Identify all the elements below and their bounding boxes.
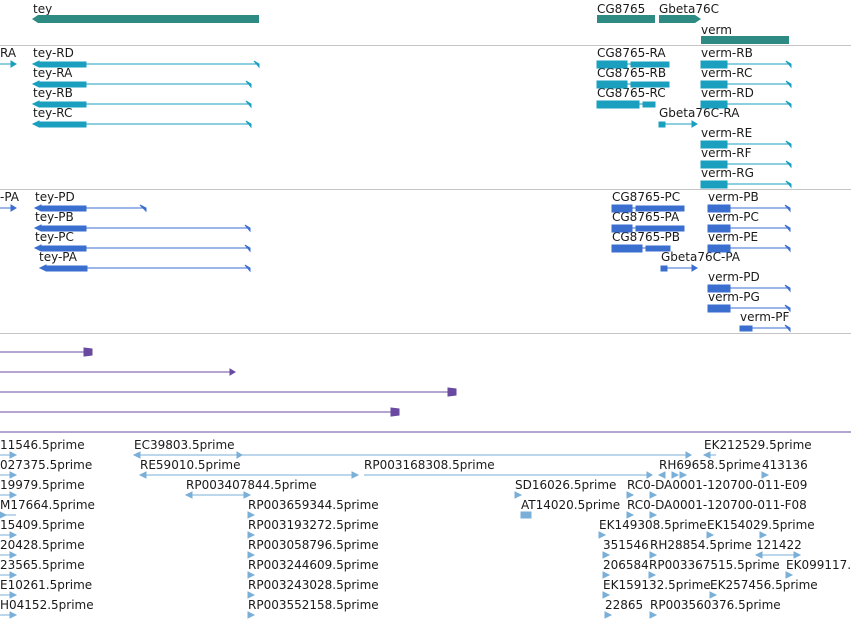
track-separator <box>0 189 851 190</box>
track-separator <box>0 45 851 46</box>
alignment-glyphs <box>0 347 851 433</box>
transcript-glyphs <box>0 60 792 189</box>
protein-label[interactable]: CG8765-PC <box>612 190 681 204</box>
gene-bar[interactable] <box>32 15 259 23</box>
est-label[interactable]: RP003168308.5prime <box>364 458 495 472</box>
transcript-track: RA tey-RD tey-RA tey-RB tey-RC CG8765-RA… <box>0 46 851 189</box>
alignment-feature[interactable] <box>390 407 400 417</box>
transcript-label[interactable]: Gbeta76C-RA <box>659 106 740 120</box>
transcript-label[interactable]: verm-RE <box>701 126 753 140</box>
transcript-label[interactable]: tey-RC <box>33 106 73 120</box>
est-label[interactable]: RH69658.5prime <box>659 458 761 472</box>
est-label[interactable]: RP003407844.5prime <box>186 478 317 492</box>
est-label[interactable]: 23565.5prime <box>0 558 85 572</box>
transcript-label[interactable]: RA <box>0 46 17 60</box>
protein-label[interactable]: tey-PC <box>35 230 74 244</box>
transcript-label[interactable]: CG8765-RA <box>597 46 666 60</box>
est-label[interactable]: EK149308.5prime <box>599 518 707 532</box>
gene-label[interactable]: tey <box>33 2 53 16</box>
protein-track: -PA tey-PD tey-PB tey-PC tey-PA CG8765-P… <box>0 190 851 333</box>
est-label[interactable]: RC0-DA0001-120700-011-E09 <box>627 478 808 492</box>
est-label[interactable]: 121422 <box>756 538 802 552</box>
transcript-label[interactable]: CG8765-RC <box>597 86 666 100</box>
est-label[interactable]: 11546.5prime <box>0 438 85 452</box>
transcript-label[interactable]: verm-RF <box>701 146 752 160</box>
gene-bar[interactable] <box>659 15 701 23</box>
est-label[interactable]: H04152.5prime <box>0 598 94 612</box>
est-label[interactable]: 027375.5prime <box>0 458 93 472</box>
est-label[interactable]: RE59010.5prime <box>140 458 241 472</box>
est-label[interactable]: RP003552158.5prime <box>248 598 379 612</box>
est-label[interactable]: RP003367515.5prime <box>649 558 780 572</box>
alignment-track <box>0 334 851 434</box>
est-label[interactable]: RP003058796.5prime <box>248 538 379 552</box>
transcript-label[interactable]: CG8765-RB <box>597 66 667 80</box>
transcript-label[interactable]: tey-RB <box>33 86 73 100</box>
protein-label[interactable]: verm-PD <box>708 270 760 284</box>
est-label[interactable]: EK154029.5prime <box>707 518 815 532</box>
est-label[interactable]: 413136 <box>762 458 808 472</box>
track-separator <box>0 333 851 334</box>
est-label[interactable]: EC39803.5prime <box>134 438 235 452</box>
transcript-label[interactable]: verm-RC <box>701 66 753 80</box>
protein-label[interactable]: verm-PC <box>708 210 759 224</box>
est-label[interactable]: RP003243028.5prime <box>248 578 379 592</box>
est-label[interactable]: E10261.5prime <box>0 578 93 592</box>
protein-label[interactable]: CG8765-PB <box>612 230 681 244</box>
protein-label[interactable]: verm-PB <box>708 190 759 204</box>
gene-glyphs <box>32 15 789 44</box>
est-label[interactable]: EK099117. <box>786 558 851 572</box>
protein-label[interactable]: tey-PA <box>39 250 77 264</box>
est-label[interactable]: EK212529.5prime <box>704 438 812 452</box>
protein-label[interactable]: -PA <box>0 190 20 204</box>
protein-label[interactable]: Gbeta76C-PA <box>661 250 741 264</box>
est-label[interactable]: 22865 <box>605 598 644 612</box>
est-label[interactable]: 351546 <box>603 538 649 552</box>
alignment-feature[interactable] <box>83 347 93 357</box>
est-track: 11546.5prime EC39803.5prime EK212529.5pr… <box>0 434 851 621</box>
gene-label[interactable]: verm <box>701 23 732 37</box>
protein-label[interactable]: tey-PD <box>35 190 75 204</box>
transcript-label[interactable]: verm-RB <box>701 46 753 60</box>
est-label[interactable]: M17664.5prime <box>0 498 95 512</box>
est-label[interactable]: AT14020.5prime <box>521 498 621 512</box>
est-label[interactable]: RH28854.5prime <box>650 538 752 552</box>
gene-label[interactable]: Gbeta76C <box>659 2 720 16</box>
est-label[interactable]: 19979.5prime <box>0 478 85 492</box>
gene-track: tey CG8765 Gbeta76C verm <box>0 0 851 45</box>
est-label[interactable]: RP003659344.5prime <box>248 498 379 512</box>
gene-label[interactable]: CG8765 <box>597 2 646 16</box>
alignment-feature[interactable] <box>447 387 457 397</box>
est-label[interactable]: RP003560376.5prime <box>650 598 781 612</box>
transcript-label[interactable]: tey-RA <box>33 66 73 80</box>
protein-label[interactable]: tey-PB <box>35 210 74 224</box>
transcript-label[interactable]: verm-RD <box>701 86 754 100</box>
gene-bar[interactable] <box>597 15 655 23</box>
protein-label[interactable]: verm-PE <box>708 230 759 244</box>
est-label[interactable]: RP003244609.5prime <box>248 558 379 572</box>
est-label[interactable]: RC0-DA0001-120700-011-F08 <box>627 498 807 512</box>
est-glyphs <box>0 451 802 619</box>
est-label[interactable]: 206584 <box>603 558 649 572</box>
transcript-label[interactable]: tey-RD <box>33 46 74 60</box>
gene-bar[interactable] <box>701 36 789 44</box>
est-label[interactable]: 20428.5prime <box>0 538 85 552</box>
alignment-feature[interactable] <box>229 368 236 376</box>
protein-label[interactable]: verm-PF <box>740 310 790 324</box>
est-label[interactable]: SD16026.5prime <box>515 478 617 492</box>
protein-label[interactable]: verm-PG <box>708 290 760 304</box>
est-label[interactable]: RP003193272.5prime <box>248 518 379 532</box>
est-label[interactable]: EK159132.5prime <box>603 578 711 592</box>
est-label[interactable]: EK257456.5prime <box>710 578 818 592</box>
transcript-label[interactable]: verm-RG <box>701 166 754 180</box>
protein-label[interactable]: CG8765-PA <box>612 210 680 224</box>
est-label[interactable]: 15409.5prime <box>0 518 85 532</box>
protein-glyphs <box>0 204 791 333</box>
